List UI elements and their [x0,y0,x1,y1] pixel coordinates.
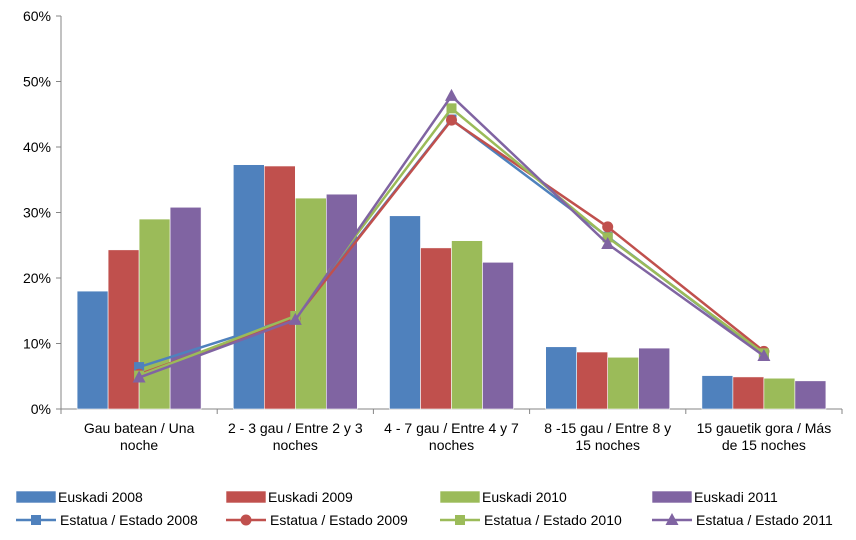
bar [732,376,765,410]
bar [701,375,734,410]
line-marker [445,88,458,101]
legend-label: Estatua / Estado 2011 [696,512,833,528]
y-tick-label: 50% [23,74,51,90]
y-tick-label: 10% [23,336,51,352]
x-tick-label: 4 - 7 gau / Entre 4 y 7 [384,420,519,436]
x-tick-label: Gau batean / Una [84,420,195,436]
bar [263,165,296,410]
x-tick-label: 8 -15 gau / Entre 8 y [544,420,671,436]
line-marker [446,103,457,114]
bar [794,380,827,410]
y-tick-label: 40% [23,139,51,155]
y-tick-label: 20% [23,270,51,286]
x-tick-label: 15 gauetik gora / Más [697,420,832,436]
line-marker [132,370,146,383]
legend-swatch [651,490,693,504]
y-tick-label: 0% [31,401,51,417]
line-marker [446,114,457,126]
line-marker [455,515,465,525]
legend-swatch [225,490,267,504]
y-tick-label: 30% [23,205,51,221]
line-marker [665,513,679,525]
y-axis: 0% 10% 20% 30% 40% 50% 60% [23,8,62,417]
x-tick-label: 15 noches [575,437,640,453]
bar [76,290,109,410]
lines [132,88,771,383]
legend-label: Euskadi 2011 [694,489,778,505]
line-marker [31,515,41,525]
bar [545,346,578,410]
bar [325,193,358,410]
bar [482,261,514,410]
bar [138,218,171,410]
x-tick-label: 2 - 3 gau / Entre 2 y 3 [228,420,363,436]
bar [169,206,202,410]
x-tick-label: noches [273,437,318,453]
bar [389,215,421,410]
y-tick-label: 60% [23,8,51,24]
line-marker [134,362,145,373]
line-marker [240,514,252,526]
legend-swatch [15,490,57,504]
legend-label: Euskadi 2008 [58,489,143,505]
legend-label: Estatua / Estado 2008 [60,512,198,528]
legend-label: Euskadi 2009 [268,489,353,505]
line-marker [757,348,771,361]
legend-label: Euskadi 2010 [482,489,567,505]
x-tick-label: de 15 noches [722,437,806,453]
legend-label: Estatua / Estado 2009 [270,512,408,528]
bar [638,347,671,410]
bar [420,247,452,410]
x-tick-label: noche [120,437,158,453]
bar [576,351,609,410]
line-marker [601,236,615,249]
bar [763,377,796,410]
bar [451,240,483,410]
bar [107,249,140,410]
legend-swatch [439,490,481,504]
line-marker [602,221,614,233]
bar [607,356,640,410]
x-tick-label: noches [429,437,474,453]
bar [233,164,265,410]
bar [294,197,327,410]
legend-label: Estatua / Estado 2010 [484,512,622,528]
bars [76,164,827,410]
line-marker [288,312,302,325]
legend: Euskadi 2008 Euskadi 2009 Euskadi 2010 Eusk… [15,489,833,528]
